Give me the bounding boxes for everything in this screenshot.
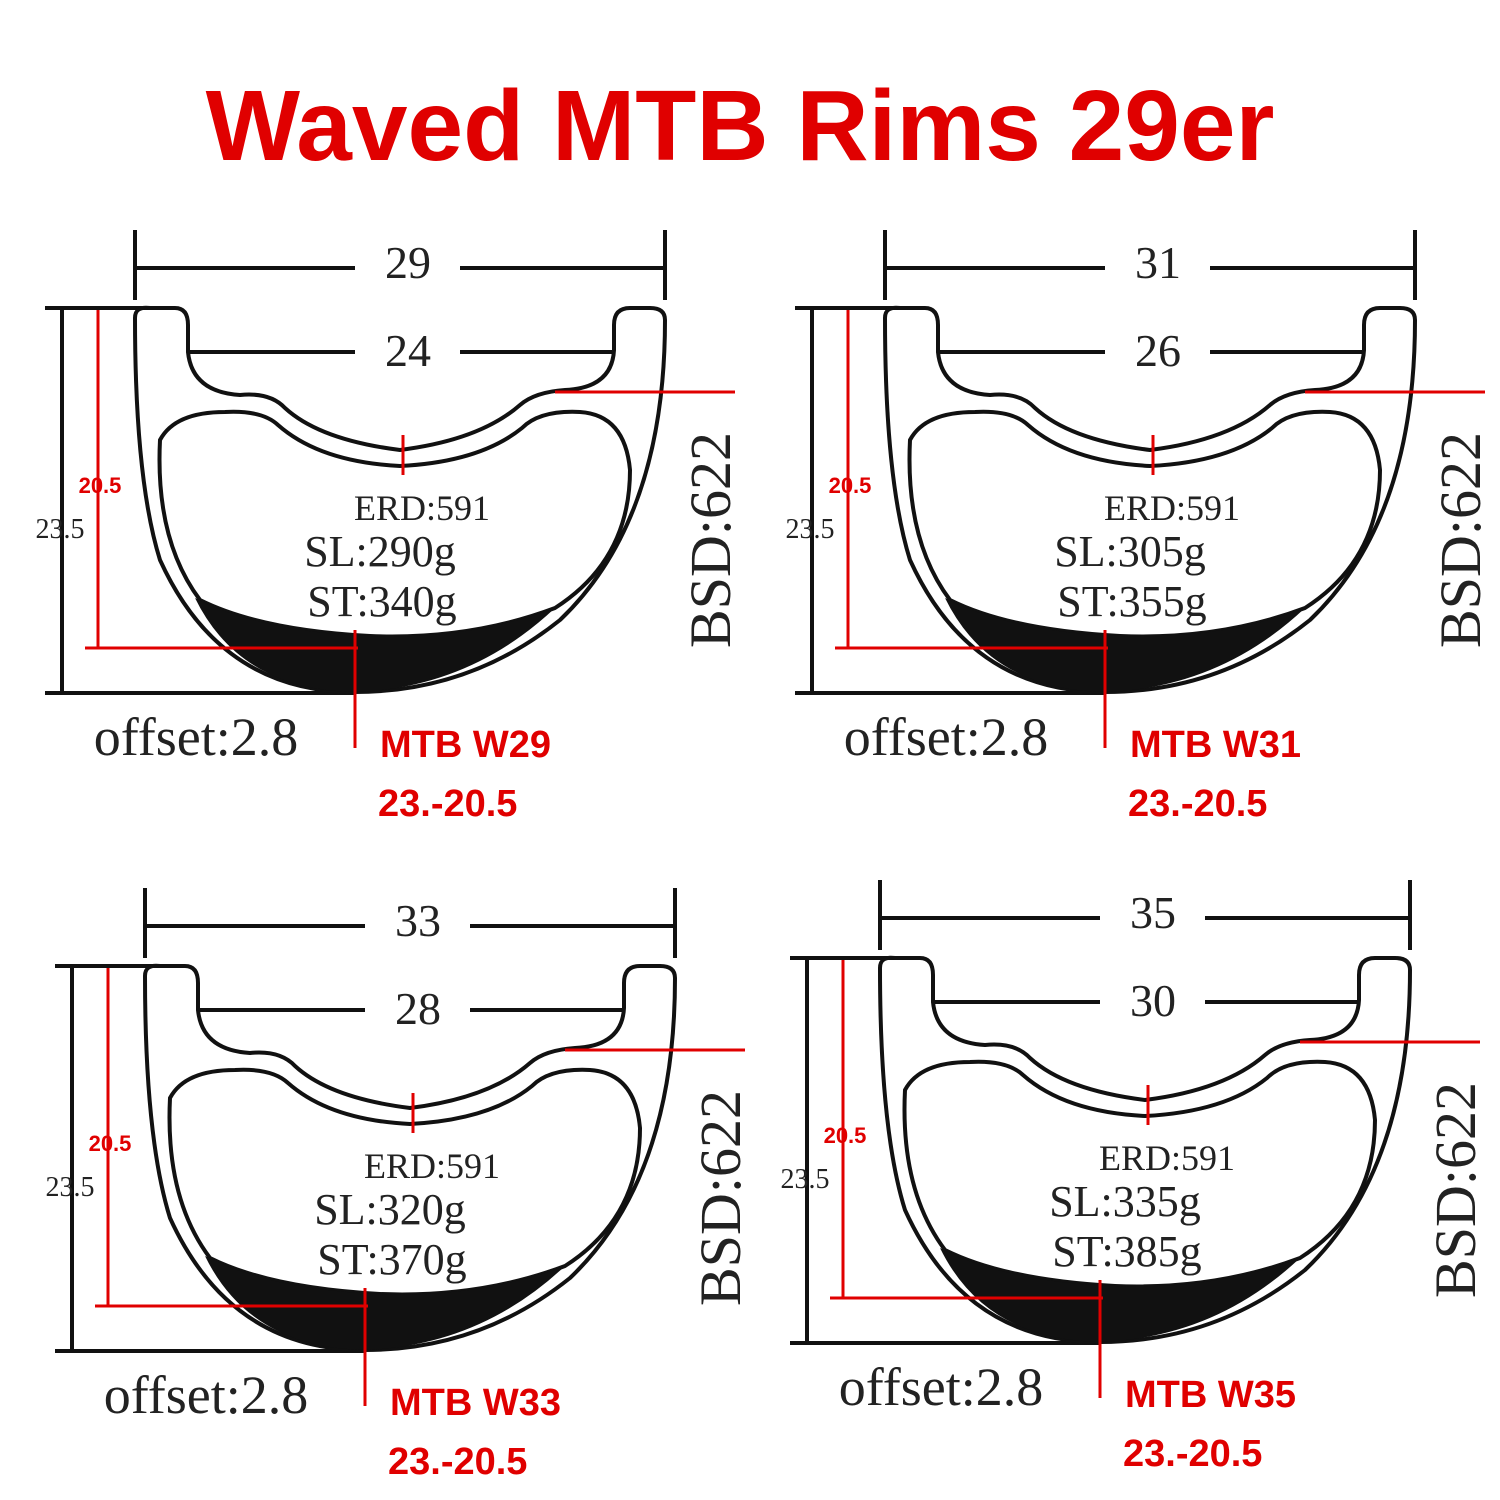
outer-depth: 23.5: [786, 514, 835, 545]
weight-sl: SL:305g: [1054, 527, 1206, 576]
rim-cavity: [907, 409, 1383, 639]
bsd: BSD:622: [678, 432, 743, 648]
weight-sl: SL:320g: [314, 1185, 466, 1234]
rim-cavity: [157, 409, 633, 639]
rim-bed: [195, 598, 555, 692]
outer-depth: 23.5: [46, 1172, 95, 1203]
model: MTB W29: [380, 724, 551, 766]
inner-depth: 20.5: [79, 473, 122, 498]
inner-width: 28: [395, 983, 441, 1034]
inner-width: 30: [1130, 975, 1176, 1026]
spec: 23.-20.5: [378, 783, 517, 825]
weight-st: ST:385g: [1052, 1227, 1201, 1276]
rim-outer: [882, 305, 1418, 695]
bsd: BSD:622: [1423, 1082, 1488, 1298]
rim-cavity: [167, 1067, 643, 1297]
offset: offset:2.8: [844, 707, 1048, 767]
outer-width: 35: [1130, 887, 1176, 938]
inner-depth: 20.5: [89, 1131, 132, 1156]
outer-depth: 23.5: [781, 1164, 830, 1195]
erd: ERD:591: [364, 1146, 500, 1186]
rim-outer: [142, 963, 678, 1353]
offset: offset:2.8: [104, 1365, 308, 1425]
spec: 23.-20.5: [1123, 1433, 1262, 1475]
offset: offset:2.8: [94, 707, 298, 767]
inner-width: 26: [1135, 325, 1181, 376]
outer-width: 29: [385, 237, 431, 288]
rim-bed: [205, 1256, 565, 1350]
weight-sl: SL:290g: [304, 527, 456, 576]
spec: 23.-20.5: [1128, 783, 1267, 825]
spec: 23.-20.5: [388, 1441, 527, 1483]
weight-st: ST:340g: [307, 577, 456, 626]
inner-depth: 20.5: [829, 473, 872, 498]
page-title: Waved MTB Rims 29er: [206, 70, 1275, 182]
model: MTB W31: [1130, 724, 1301, 766]
inner-depth: 20.5: [824, 1123, 867, 1148]
model: MTB W35: [1125, 1374, 1296, 1416]
model: MTB W33: [390, 1382, 561, 1424]
outer-width: 33: [395, 895, 441, 946]
weight-st: ST:370g: [317, 1235, 466, 1284]
rim-outer: [132, 305, 668, 695]
outer-depth: 23.5: [36, 514, 85, 545]
erd: ERD:591: [1104, 488, 1240, 528]
weight-st: ST:355g: [1057, 577, 1206, 626]
erd: ERD:591: [1099, 1138, 1235, 1178]
bsd: BSD:622: [688, 1090, 753, 1306]
outer-width: 31: [1135, 237, 1181, 288]
rim-cavity: [902, 1059, 1378, 1289]
erd: ERD:591: [354, 488, 490, 528]
weight-sl: SL:335g: [1049, 1177, 1201, 1226]
rim-outer: [877, 955, 1413, 1345]
rim-bed: [940, 1248, 1300, 1342]
bsd: BSD:622: [1428, 432, 1493, 648]
inner-width: 24: [385, 325, 431, 376]
offset: offset:2.8: [839, 1357, 1043, 1417]
rim-bed: [945, 598, 1305, 692]
